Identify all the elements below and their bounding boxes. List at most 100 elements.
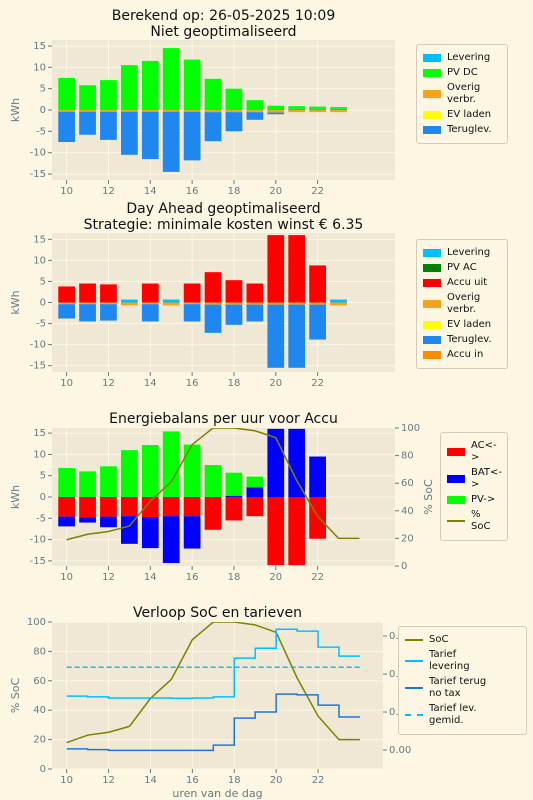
legend-swatch xyxy=(423,90,441,98)
bar xyxy=(58,516,76,527)
x-tick-label: 22 xyxy=(311,378,324,389)
bar xyxy=(288,302,306,305)
y2-tick-label: 20 xyxy=(401,533,414,544)
bar xyxy=(100,304,117,321)
legend-label: Teruglev. xyxy=(447,334,492,345)
x-tick-label: 16 xyxy=(186,186,199,197)
bar xyxy=(183,497,201,517)
y2-axis-label: % SoC xyxy=(422,479,435,515)
legend-label: Teruglev. xyxy=(447,124,492,135)
bar xyxy=(162,516,180,564)
bar xyxy=(58,302,76,305)
bar xyxy=(162,299,180,303)
bar xyxy=(162,431,180,497)
bar xyxy=(183,110,201,112)
legend-label: Overig verbr. xyxy=(447,292,481,315)
legend-entry: EV laden xyxy=(423,109,501,121)
bar xyxy=(79,517,96,523)
line xyxy=(66,622,360,744)
y-tick-label: 10 xyxy=(33,255,46,266)
bar xyxy=(162,48,180,110)
legend: Levering PV DC Overig verbr. EV laden Terugl… xyxy=(416,44,508,144)
chart-title: Verloop SoC en tarieven xyxy=(133,605,302,621)
x-tick-label: 20 xyxy=(269,378,282,389)
bar xyxy=(225,472,243,496)
bar xyxy=(204,302,222,305)
legend-label: Accu in xyxy=(447,349,484,360)
bar xyxy=(288,304,306,368)
x-tick-label: 10 xyxy=(60,378,73,389)
bar xyxy=(58,110,76,112)
y-tick-label: 40 xyxy=(33,705,46,716)
y-axis-label: % SoC xyxy=(9,678,22,714)
bar xyxy=(246,100,264,110)
legend-label: Levering xyxy=(447,247,491,258)
bar xyxy=(79,111,96,135)
y2-tick-label: 40 xyxy=(401,506,414,517)
legend-swatch xyxy=(423,300,441,308)
legend-swatch xyxy=(405,639,423,641)
bar xyxy=(100,302,117,305)
legend: Levering PV AC Accu uit Overig verbr. EV lad… xyxy=(416,239,508,369)
legend-label: SoC xyxy=(429,634,449,645)
legend-entry: Teruglev. xyxy=(423,124,501,136)
legend-entry: Accu uit xyxy=(423,277,501,289)
legend-entry: PV-> xyxy=(447,494,501,506)
x-tick-label: 10 xyxy=(60,775,73,786)
bar xyxy=(100,110,117,112)
x-tick-label: 20 xyxy=(269,572,282,583)
bar xyxy=(204,272,222,303)
bar xyxy=(58,111,76,143)
x-axis-label: uren van de dag xyxy=(172,787,262,800)
bar xyxy=(100,466,117,497)
bar xyxy=(267,110,285,113)
bar xyxy=(100,497,117,517)
legend-entry: Accu in xyxy=(423,349,501,361)
bar xyxy=(121,65,138,110)
legend-swatch xyxy=(405,714,423,716)
bar xyxy=(121,450,138,497)
y-tick-label: 80 xyxy=(33,646,46,657)
x-tick-label: 14 xyxy=(144,572,157,583)
bar xyxy=(288,428,306,497)
legend-swatch xyxy=(423,351,441,359)
marks xyxy=(58,48,347,172)
bar xyxy=(183,516,201,549)
legend-label: % SoC xyxy=(471,509,491,532)
bar xyxy=(58,304,76,319)
x-tick-label: 10 xyxy=(60,572,73,583)
legend-swatch xyxy=(447,520,465,522)
y-axis-label: kWh xyxy=(9,98,22,122)
legend-label: Accu uit xyxy=(447,277,488,288)
y-axis-label: kWh xyxy=(9,485,22,509)
chart-title: Day Ahead geoptimaliseerd xyxy=(126,201,320,217)
y-tick-label: 0 xyxy=(40,764,46,775)
bar xyxy=(58,497,76,517)
x-tick-label: 16 xyxy=(186,775,199,786)
y-tick-label: 60 xyxy=(33,676,46,687)
bar xyxy=(330,108,347,110)
bar xyxy=(121,302,138,306)
legend-swatch xyxy=(423,264,441,272)
bar xyxy=(246,304,264,322)
bar xyxy=(141,302,159,305)
legend: SoC Tarief levering Tarief terug no tax Tar… xyxy=(398,626,527,735)
bar xyxy=(141,60,159,110)
bar xyxy=(79,85,96,110)
bar xyxy=(121,111,138,155)
y-tick-label: 10 xyxy=(33,62,46,73)
x-tick-label: 14 xyxy=(144,775,157,786)
legend-swatch xyxy=(423,336,441,344)
legend-label: Tarief levering xyxy=(429,649,470,672)
y-tick-label: -5 xyxy=(36,126,46,137)
bar xyxy=(225,302,243,305)
bar xyxy=(79,283,96,303)
bar xyxy=(204,112,222,142)
bar xyxy=(141,283,159,303)
legend-swatch xyxy=(405,687,423,689)
legend: AC<-> BAT<-> PV-> % SoC xyxy=(440,432,508,541)
x-tick-label: 22 xyxy=(311,186,324,197)
y-axis-label: kWh xyxy=(9,290,22,314)
bar xyxy=(79,471,96,497)
